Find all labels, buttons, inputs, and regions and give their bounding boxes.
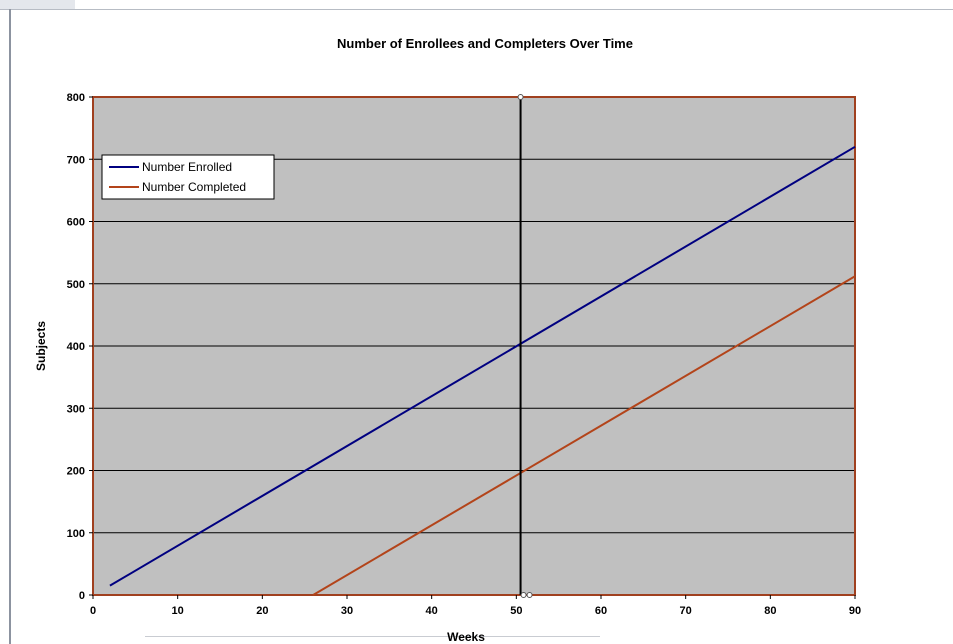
legend: Number Enrolled Number Completed <box>101 154 275 200</box>
x-tick-label-0: 0 <box>90 605 96 617</box>
legend-box <box>101 154 275 200</box>
y-tick-label-700: 700 <box>67 154 85 166</box>
y-axis-label: Subjects <box>34 321 48 371</box>
x-tick-label-30: 30 <box>341 605 353 617</box>
x-tick-label-20: 20 <box>256 605 268 617</box>
y-tick-label-600: 600 <box>67 217 85 229</box>
y-tick-label-800: 800 <box>67 92 85 104</box>
x-tick-label-80: 80 <box>764 605 776 617</box>
chart-title: Number of Enrollees and Completers Over … <box>337 36 633 51</box>
x-tick-label-40: 40 <box>426 605 438 617</box>
x-tick-label-70: 70 <box>680 605 692 617</box>
marker-handle-bottom-left <box>520 592 527 598</box>
legend-label-number-enrolled: Number Enrolled <box>142 160 232 174</box>
x-tick-label-50: 50 <box>510 605 522 617</box>
y-tick-label-0: 0 <box>79 590 85 602</box>
window-left-border <box>9 9 11 644</box>
x-tick-label-10: 10 <box>172 605 184 617</box>
y-tick-label-400: 400 <box>67 341 85 353</box>
y-tick-label-300: 300 <box>67 403 85 415</box>
marker-handle-top <box>517 94 524 100</box>
series-line-number-enrolled <box>109 145 856 587</box>
x-axis-label: Weeks <box>447 630 485 644</box>
legend-label-number-completed: Number Completed <box>142 180 246 194</box>
marker-handle-bottom-right <box>526 592 533 598</box>
y-tick-label-100: 100 <box>67 528 85 540</box>
x-tick-label-90: 90 <box>849 605 861 617</box>
axis-ticks: 0 10 20 30 40 50 60 70 80 90 0 100 200 300 400 500 600 70… <box>67 92 861 617</box>
window-bottom-rule <box>145 636 600 637</box>
window-top-border <box>0 9 953 10</box>
x-tick-label-60: 60 <box>595 605 607 617</box>
series-line-number-completed <box>312 275 856 596</box>
y-tick-label-500: 500 <box>67 279 85 291</box>
y-tick-label-200: 200 <box>67 466 85 478</box>
